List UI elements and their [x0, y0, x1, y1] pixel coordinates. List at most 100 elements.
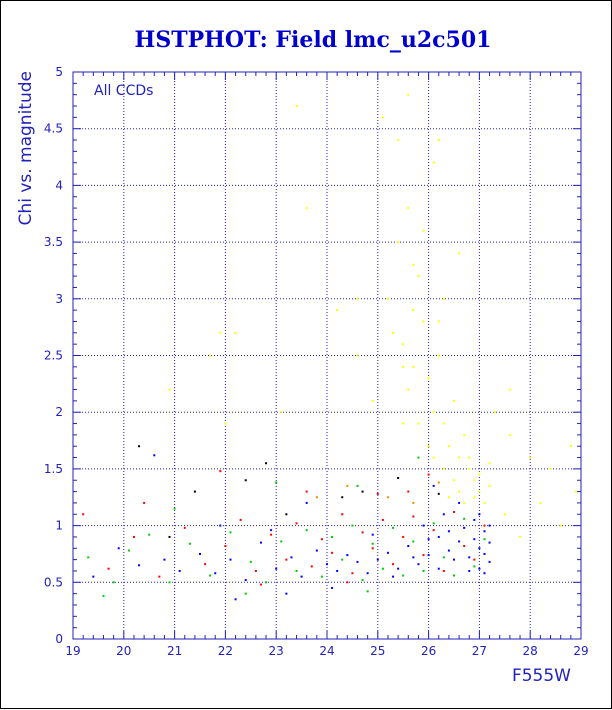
data-point — [356, 354, 359, 357]
data-point — [117, 547, 120, 550]
data-point — [244, 592, 247, 595]
data-point — [432, 522, 435, 525]
data-point — [463, 433, 466, 436]
y-tick-label: 2 — [55, 405, 63, 419]
data-point — [529, 456, 532, 459]
data-point — [417, 456, 420, 459]
data-point — [427, 473, 430, 476]
data-point — [458, 540, 461, 543]
data-point — [356, 297, 359, 300]
data-point — [346, 581, 349, 584]
data-point — [488, 541, 491, 544]
data-point — [422, 229, 425, 232]
data-point — [361, 490, 364, 493]
data-point — [503, 513, 506, 516]
data-point — [437, 535, 440, 538]
data-point — [381, 567, 384, 570]
x-tick-label: 24 — [319, 644, 334, 658]
data-point — [483, 552, 486, 555]
data-point — [483, 501, 486, 504]
data-point — [402, 535, 405, 538]
grid — [73, 72, 581, 639]
data-point — [422, 554, 425, 557]
data-point — [295, 569, 298, 572]
data-point — [381, 116, 384, 119]
data-point — [392, 575, 395, 578]
data-point — [442, 569, 445, 572]
y-tick-label: 5 — [55, 65, 63, 79]
y-tick-label: 3.5 — [44, 235, 63, 249]
data-point — [402, 422, 405, 425]
data-point — [437, 354, 440, 357]
data-point — [158, 575, 161, 578]
data-point — [371, 399, 374, 402]
data-point — [447, 496, 450, 499]
data-point — [458, 456, 461, 459]
y-tick-label: 1 — [55, 519, 63, 533]
data-point — [280, 411, 283, 414]
data-point — [483, 524, 486, 527]
data-point — [432, 456, 435, 459]
data-point — [473, 558, 476, 561]
data-point — [463, 545, 466, 548]
data-point — [458, 252, 461, 255]
data-point — [265, 462, 268, 465]
data-point — [356, 560, 359, 563]
x-tick-label: 27 — [472, 644, 487, 658]
data-point — [224, 545, 227, 548]
data-point — [82, 513, 85, 516]
data-point — [417, 275, 420, 278]
data-point — [315, 496, 318, 499]
x-tick-label: 20 — [116, 644, 131, 658]
data-point — [351, 524, 354, 527]
data-point — [397, 139, 400, 142]
data-point — [473, 565, 476, 568]
data-point — [168, 388, 171, 391]
data-point — [392, 563, 395, 566]
data-point — [422, 524, 425, 527]
data-point — [275, 481, 278, 484]
data-point — [432, 411, 435, 414]
data-point — [473, 496, 476, 499]
data-point — [219, 331, 222, 334]
x-tick-label: 21 — [167, 644, 182, 658]
data-point — [107, 567, 110, 570]
data-point — [453, 558, 455, 561]
data-point — [437, 492, 440, 495]
data-point — [437, 320, 440, 323]
data-point — [219, 524, 222, 527]
chart-title: HSTPHOT: Field lmc_u2c501 — [135, 27, 492, 53]
data-point — [300, 575, 303, 578]
data-point — [478, 473, 481, 476]
data-point — [320, 538, 323, 541]
data-point — [463, 526, 466, 529]
data-point — [453, 574, 455, 577]
data-point — [168, 535, 171, 538]
data-point — [437, 567, 440, 570]
data-point — [209, 574, 212, 577]
data-point — [473, 538, 476, 541]
data-point — [234, 598, 237, 601]
data-point — [371, 542, 374, 545]
data-point — [132, 535, 135, 538]
data-point — [412, 365, 415, 368]
data-point — [402, 343, 405, 346]
data-point — [397, 476, 400, 479]
data-point — [432, 529, 435, 532]
data-point — [483, 572, 486, 575]
data-point — [270, 529, 273, 532]
x-axis-label: F555W — [512, 666, 571, 686]
x-tick-label: 25 — [370, 644, 385, 658]
data-point — [392, 526, 395, 529]
data-point — [224, 422, 227, 425]
data-point — [381, 518, 384, 521]
y-tick-label: 3 — [55, 292, 63, 306]
data-point — [290, 556, 293, 559]
data-point — [229, 531, 232, 534]
data-point — [437, 139, 440, 142]
data-point — [371, 547, 374, 550]
data-point — [442, 513, 445, 516]
data-point — [392, 331, 395, 334]
data-point — [458, 501, 461, 504]
